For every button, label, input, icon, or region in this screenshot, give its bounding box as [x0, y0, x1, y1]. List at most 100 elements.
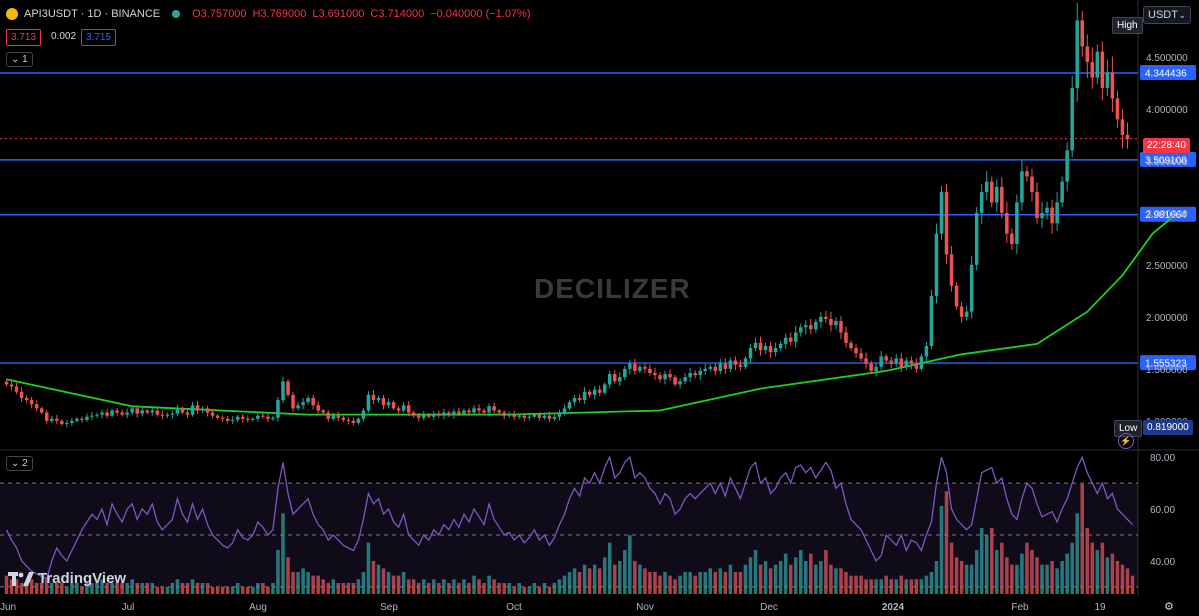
candle-body [899, 358, 904, 367]
volume-bar [452, 579, 456, 594]
volume-bar [834, 568, 838, 594]
volume-bar [643, 568, 647, 594]
volume-bar [39, 583, 44, 594]
level-label: 4.344436 [1145, 68, 1187, 79]
candle-body [1095, 51, 1100, 78]
candle-body [683, 377, 687, 382]
candle-body [1070, 88, 1074, 151]
volume-bar [628, 535, 632, 594]
rsi-pane-toggle[interactable]: ⌄ 2 [6, 456, 33, 471]
candle-body [814, 322, 818, 330]
volume-bar [1075, 513, 1079, 594]
candle-body [1015, 202, 1019, 245]
volume-bar [457, 583, 461, 594]
candle-body [1050, 207, 1054, 224]
candle-body [884, 356, 888, 361]
ohlc-close: C3.714000 [370, 8, 425, 20]
settings-gear-icon[interactable]: ⚙ [1164, 601, 1174, 613]
volume-bar [829, 564, 833, 594]
level-label-bg [1140, 206, 1196, 222]
candle-body [788, 337, 793, 342]
buy-price-button[interactable]: 3.715 [81, 29, 117, 46]
price-tick-label: 3.500000 [1146, 157, 1188, 168]
volume-bar [1115, 561, 1120, 594]
volume-bar [899, 575, 904, 594]
candle-body [567, 402, 572, 409]
price-axis[interactable]: 1.0000001.5000002.0000002.5000003.000000… [1146, 53, 1188, 568]
grid-lines [0, 0, 1199, 596]
candle-body [738, 364, 743, 367]
candle-body [356, 418, 361, 423]
volume-bar [376, 564, 381, 594]
volume-bar [100, 579, 104, 594]
candle-body [1115, 98, 1120, 120]
volume-bar [482, 583, 486, 594]
main-pane-toggle[interactable]: ⌄ 1 [6, 52, 33, 67]
time-axis[interactable]: Jun Jul Aug Sep Oct Nov Dec 2024 Feb 19 [0, 596, 1199, 616]
alert-icon[interactable]: ⚡ [1118, 433, 1134, 449]
volume-bar [411, 579, 416, 594]
candle-body [602, 384, 607, 393]
candle-body [1120, 119, 1125, 135]
candle-body [1040, 212, 1044, 219]
volume-bar [155, 586, 160, 594]
candle-body [1125, 134, 1130, 139]
candle-body [427, 414, 431, 417]
volume-bar [773, 564, 778, 594]
candle-body [1060, 181, 1064, 203]
volume-bar [331, 579, 336, 594]
symbol-title[interactable]: API3USDT · 1D · BINANCE [24, 8, 161, 20]
volume-bar [567, 572, 572, 594]
candle-body [1035, 192, 1039, 219]
candle-body [633, 363, 637, 371]
candle-body [607, 374, 612, 385]
time-tick-label: Oct [506, 602, 522, 613]
ma-line [6, 216, 1174, 416]
candle-body [442, 412, 446, 416]
candle-body [990, 181, 994, 203]
candle-body [266, 416, 270, 419]
volume-bar [778, 561, 783, 594]
candle-body [889, 360, 893, 364]
candle-body [301, 402, 305, 406]
volume-bar [110, 583, 114, 594]
candle-body [39, 408, 44, 413]
volume-bar [1055, 568, 1059, 594]
volume-bar [386, 572, 391, 594]
volume-bar [4, 575, 9, 594]
volume-bar [633, 561, 637, 594]
volume-bar [809, 553, 813, 594]
candle-body [768, 345, 773, 353]
volume-bar [1005, 557, 1009, 594]
candle-body [185, 412, 190, 415]
candle-body [291, 394, 295, 409]
candle-body [1010, 233, 1014, 245]
candle-body [467, 410, 471, 413]
level-label-bg [1140, 151, 1196, 167]
volume-bar [638, 564, 642, 594]
candle-body [271, 417, 275, 419]
volume-bar [120, 583, 124, 594]
volume-bar [743, 564, 748, 594]
sell-price-button[interactable]: 3.713 [6, 29, 42, 46]
volume-bar [618, 561, 622, 594]
candle-body [346, 419, 351, 421]
candle-body [839, 321, 843, 333]
candle-body [396, 408, 401, 411]
volume-bar [70, 583, 74, 594]
volume-bar [788, 564, 793, 594]
candle-body [648, 368, 652, 374]
horizontal-levels[interactable]: 4.344436 3.509108 2.981664 1.555323 [0, 64, 1196, 371]
volume-bar [909, 579, 914, 594]
volume-bar [276, 550, 280, 594]
candle-body [909, 360, 914, 364]
candle-body [824, 316, 828, 319]
time-tick-label: Jun [0, 602, 16, 613]
currency-label: USDT [1148, 9, 1178, 21]
candle-body [668, 374, 672, 378]
candle-body [150, 410, 155, 413]
tradingview-logo[interactable]: TradingView [8, 570, 126, 587]
symbol-header[interactable]: API3USDT · 1D · BINANCE O3.757000 H3.769… [6, 8, 531, 20]
currency-selector[interactable]: USDT ⌄ [1143, 6, 1191, 24]
